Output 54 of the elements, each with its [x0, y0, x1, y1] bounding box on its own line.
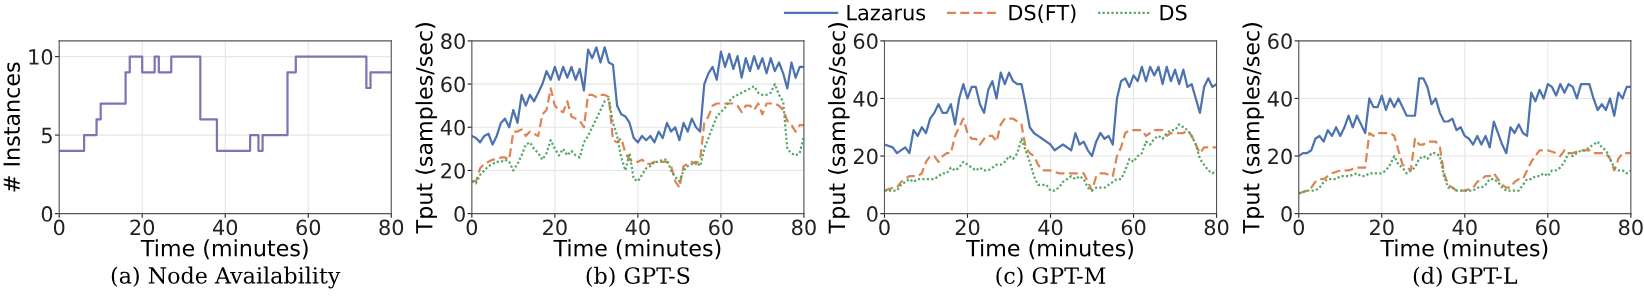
y-tick-label: 60 — [1268, 33, 1292, 50]
y-axis-title: Tput (samples/sec) — [1242, 23, 1264, 234]
x-tick-label: 0 — [53, 219, 65, 236]
y-tick-label: 10 — [29, 49, 53, 65]
x-tick-label: 80 — [792, 219, 816, 236]
line-series — [1298, 77, 1631, 158]
text: (a) Node Availability — [111, 266, 341, 289]
y-tick-label: 20 — [1268, 148, 1292, 165]
x-tick-label: 20 — [955, 219, 980, 236]
legend-label: Lazarus — [847, 5, 926, 21]
legend-label: DS(FT) — [1009, 4, 1076, 23]
line-series — [884, 65, 1217, 158]
x-tick-label: 40 — [212, 219, 238, 236]
legend-label: DS — [1160, 4, 1187, 21]
x-tick-label: 80 — [379, 219, 404, 236]
x-tick-label: 20 — [130, 219, 155, 236]
y-tick-label: 20 — [441, 162, 465, 179]
y-tick-label: 40 — [1267, 90, 1292, 107]
x-tick-label: 80 — [1204, 219, 1229, 236]
x-tick-label: 60 — [296, 219, 321, 236]
x-tick-label: 0 — [466, 219, 478, 236]
y-tick-label: 0 — [454, 206, 465, 222]
y-axis-title: Tput (samples/sec) — [415, 23, 437, 234]
text: (d) GPT-L — [1413, 266, 1518, 288]
y-axis-title: # Instances — [3, 62, 21, 192]
text: (c) GPT-M — [996, 266, 1106, 288]
y-tick-label: 0 — [867, 206, 878, 222]
x-tick-label: 0 — [879, 219, 890, 236]
y-tick-label: 80 — [441, 33, 465, 50]
x-tick-label: 0 — [1293, 219, 1304, 236]
y-tick-label: 60 — [441, 76, 465, 93]
y-tick-label: 60 — [853, 33, 878, 50]
y-tick-label: 40 — [853, 90, 878, 107]
text: (b) GPT-S — [586, 266, 690, 288]
x-axis-title: Time (minutes) — [1380, 239, 1548, 260]
x-tick-label: 40 — [1038, 219, 1063, 236]
x-axis-title: Time (minutes) — [140, 239, 308, 260]
x-tick-label: 40 — [625, 219, 650, 236]
y-tick-label: 0 — [1281, 206, 1292, 222]
x-tick-label: 60 — [1536, 219, 1560, 236]
y-axis-title: Tput (samples/sec) — [828, 23, 850, 234]
y-tick-label: 0 — [41, 206, 53, 222]
x-tick-label: 60 — [709, 219, 733, 236]
x-axis-title: Time (minutes) — [966, 239, 1133, 260]
x-tick-label: 20 — [1370, 219, 1394, 236]
y-tick-label: 5 — [41, 127, 52, 144]
x-tick-label: 40 — [1452, 219, 1477, 236]
y-tick-label: 20 — [853, 148, 878, 165]
y-tick-label: 40 — [440, 119, 465, 136]
x-tick-label: 80 — [1619, 219, 1643, 236]
x-tick-label: 60 — [1121, 219, 1146, 236]
x-tick-label: 20 — [543, 219, 567, 236]
x-axis-title: Time (minutes) — [553, 239, 721, 260]
line-series — [471, 46, 804, 146]
